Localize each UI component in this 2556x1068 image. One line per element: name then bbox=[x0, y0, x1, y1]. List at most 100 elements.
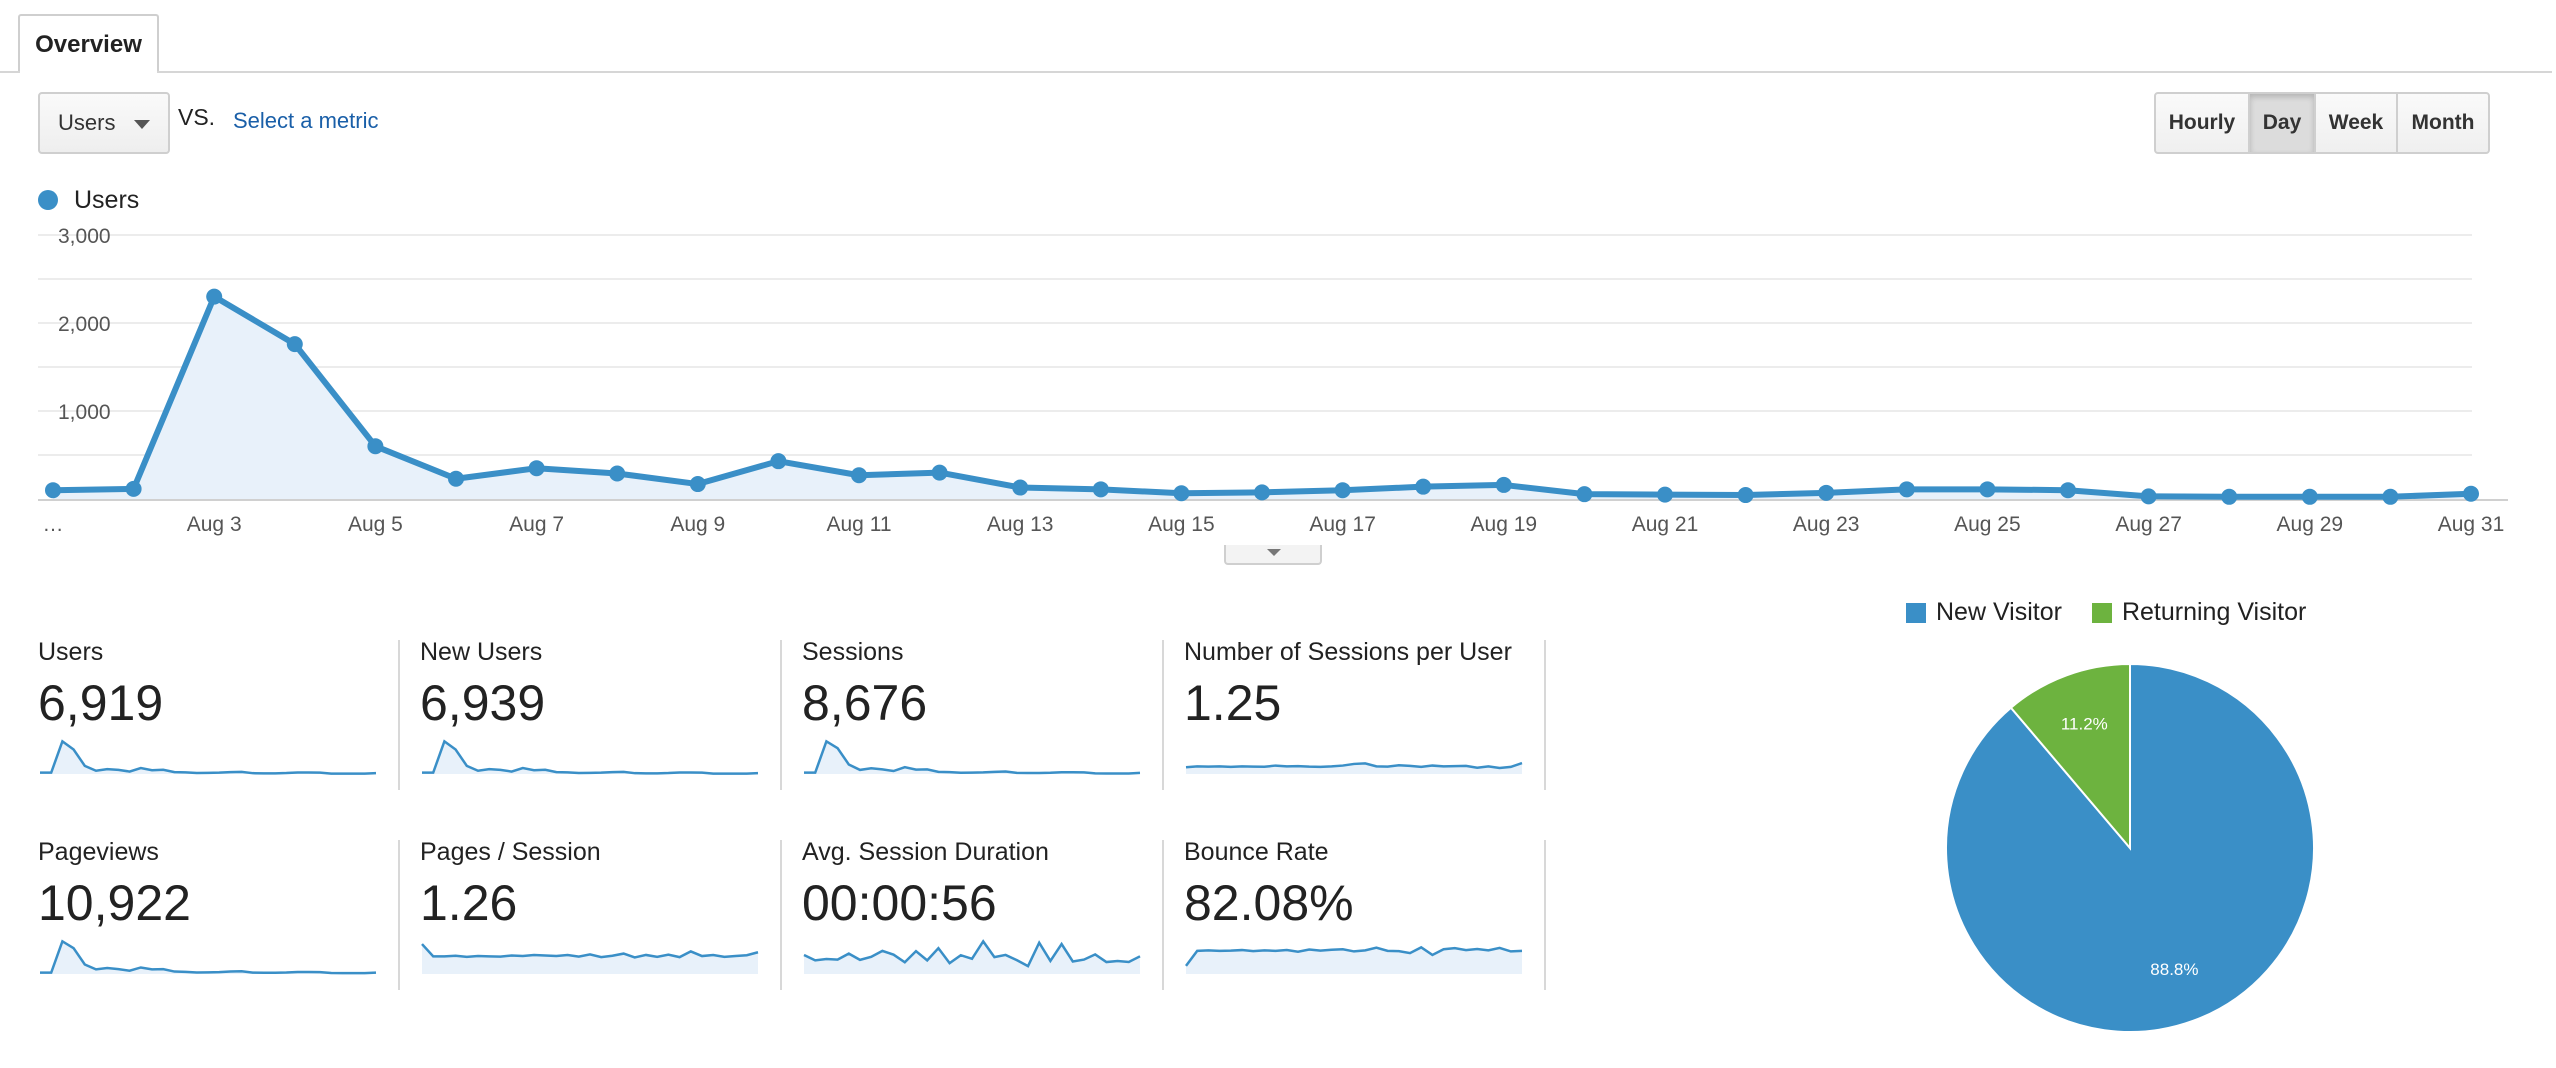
vs-label: VS. bbox=[178, 104, 216, 130]
week-button[interactable]: Week bbox=[2314, 92, 2398, 154]
sparkline bbox=[421, 943, 759, 974]
visitor-type-pie-chart: 88.8% 11.2% bbox=[1945, 662, 2315, 1033]
x-tick-label: Aug 7 bbox=[509, 513, 564, 536]
scorecard-label: Avg. Session Duration bbox=[802, 838, 1049, 866]
data-point bbox=[609, 465, 626, 482]
scorecard: Users 6,919 bbox=[38, 638, 398, 788]
series-area-users bbox=[53, 296, 2471, 499]
scorecard-divider bbox=[780, 840, 782, 990]
scorecard-value: 6,919 bbox=[38, 675, 164, 731]
data-point bbox=[1254, 484, 1270, 501]
day-button[interactable]: Day bbox=[2248, 92, 2316, 154]
sparkline-area bbox=[1186, 947, 1522, 974]
pie-legend: New Visitor Returning Visitor bbox=[1906, 598, 2306, 627]
legend-label-returning-visitor: Returning Visitor bbox=[2121, 598, 2307, 626]
data-point bbox=[1173, 485, 1190, 502]
data-point bbox=[448, 470, 464, 487]
legend-marker-users bbox=[38, 190, 58, 210]
sparkline-line bbox=[421, 943, 759, 959]
sparkline-area bbox=[40, 741, 376, 774]
sparkline-area bbox=[1186, 763, 1522, 774]
scorecard-value: 1.26 bbox=[420, 875, 518, 931]
y-tick-label: 3,000 bbox=[58, 225, 111, 248]
sparkline bbox=[422, 739, 759, 775]
x-tick-label: Aug 23 bbox=[1793, 513, 1860, 536]
data-point bbox=[1415, 478, 1432, 495]
scorecard-label: Number of Sessions per User bbox=[1184, 638, 1512, 666]
pie-value-label: 88.8% bbox=[2150, 960, 2198, 979]
granularity-toggle: Hourly Day Week Month bbox=[2154, 92, 2490, 154]
data-point bbox=[689, 476, 706, 493]
metric-selector-label: Users bbox=[58, 110, 116, 135]
pie-slice-returning-visitor bbox=[2009, 662, 2131, 851]
tab-bar: Overview bbox=[0, 0, 2552, 74]
scorecard-value: 10,922 bbox=[38, 875, 191, 931]
sparkline-area bbox=[804, 941, 1140, 974]
sparkline-line bbox=[422, 739, 759, 775]
data-point bbox=[2301, 488, 2318, 505]
data-point bbox=[1979, 481, 1996, 498]
data-point bbox=[45, 482, 61, 499]
data-point bbox=[1092, 481, 1109, 498]
data-point bbox=[931, 464, 948, 481]
metric-selector[interactable]: Users bbox=[38, 92, 170, 154]
legend-label-new-visitor: New Visitor bbox=[1936, 598, 2062, 626]
sparkline-area bbox=[422, 944, 758, 974]
scorecard-divider bbox=[780, 640, 782, 790]
x-tick-label: Aug 9 bbox=[670, 513, 725, 536]
legend-label-users: Users bbox=[74, 186, 140, 214]
data-point bbox=[2060, 482, 2076, 499]
data-point bbox=[2221, 488, 2238, 505]
scorecard-value: 8,676 bbox=[802, 675, 928, 731]
data-point bbox=[1737, 487, 1754, 504]
data-point bbox=[1334, 482, 1351, 499]
data-point bbox=[770, 453, 787, 470]
x-tick-label: Aug 25 bbox=[1954, 513, 2021, 536]
scorecard: Pageviews 10,922 bbox=[38, 838, 398, 988]
sparkline-line bbox=[803, 939, 1141, 968]
scorecard: Number of Sessions per User 1.25 bbox=[1184, 638, 1544, 788]
x-tick-label: … bbox=[43, 513, 64, 536]
scorecard: Sessions 8,676 bbox=[802, 638, 1162, 788]
y-tick-label: 2,000 bbox=[58, 313, 111, 336]
sparkline-area bbox=[804, 741, 1140, 774]
pie-value-label: 11.2% bbox=[2061, 715, 2108, 734]
x-tick-label: Aug 15 bbox=[1148, 513, 1215, 536]
data-point bbox=[2140, 488, 2157, 505]
x-tick-label: Aug 11 bbox=[827, 513, 892, 536]
legend-swatch-new-visitor bbox=[1906, 602, 1926, 623]
x-tick-label: Aug 27 bbox=[2115, 513, 2182, 536]
scorecard-label: Pages / Session bbox=[420, 838, 601, 866]
data-point bbox=[1576, 486, 1593, 503]
scorecard: Pages / Session 1.26 bbox=[420, 838, 780, 988]
chevron-down-icon bbox=[134, 120, 150, 129]
month-button[interactable]: Month bbox=[2396, 92, 2490, 154]
scorecard-label: New Users bbox=[420, 638, 543, 666]
sparkline bbox=[803, 939, 1141, 974]
data-point bbox=[528, 460, 545, 477]
data-point bbox=[286, 336, 303, 353]
scorecard-value: 82.08% bbox=[1184, 875, 1354, 931]
scorecard-divider bbox=[1162, 840, 1164, 990]
scorecard-divider bbox=[1544, 840, 1546, 990]
data-point bbox=[2382, 488, 2399, 505]
select-metric-link[interactable]: Select a metric bbox=[233, 108, 379, 133]
hourly-button[interactable]: Hourly bbox=[2154, 92, 2250, 154]
data-point bbox=[367, 438, 384, 455]
sparkline-line bbox=[1185, 761, 1523, 770]
scorecard-divider bbox=[398, 840, 400, 990]
scorecard-label: Users bbox=[38, 638, 104, 666]
sparkline bbox=[40, 739, 377, 775]
tab-overview[interactable]: Overview bbox=[18, 14, 159, 74]
scorecard-value: 6,939 bbox=[420, 675, 546, 731]
users-line-chart: 1,000 2,000 3,000 … Aug 3 Aug 5 Aug 7 Aug 9 Aug … bbox=[38, 225, 2508, 536]
data-point bbox=[1012, 479, 1029, 496]
sparkline bbox=[1184, 945, 1523, 974]
sparkline-area bbox=[40, 941, 376, 974]
scorecard: Avg. Session Duration 00:00:56 bbox=[802, 838, 1162, 988]
legend-swatch-returning-visitor bbox=[2091, 602, 2112, 623]
caret-down-icon bbox=[1267, 549, 1281, 556]
x-tick-label: Aug 5 bbox=[348, 513, 403, 536]
sparkline bbox=[1185, 761, 1523, 774]
chart-expand-handle[interactable] bbox=[1224, 545, 1322, 565]
